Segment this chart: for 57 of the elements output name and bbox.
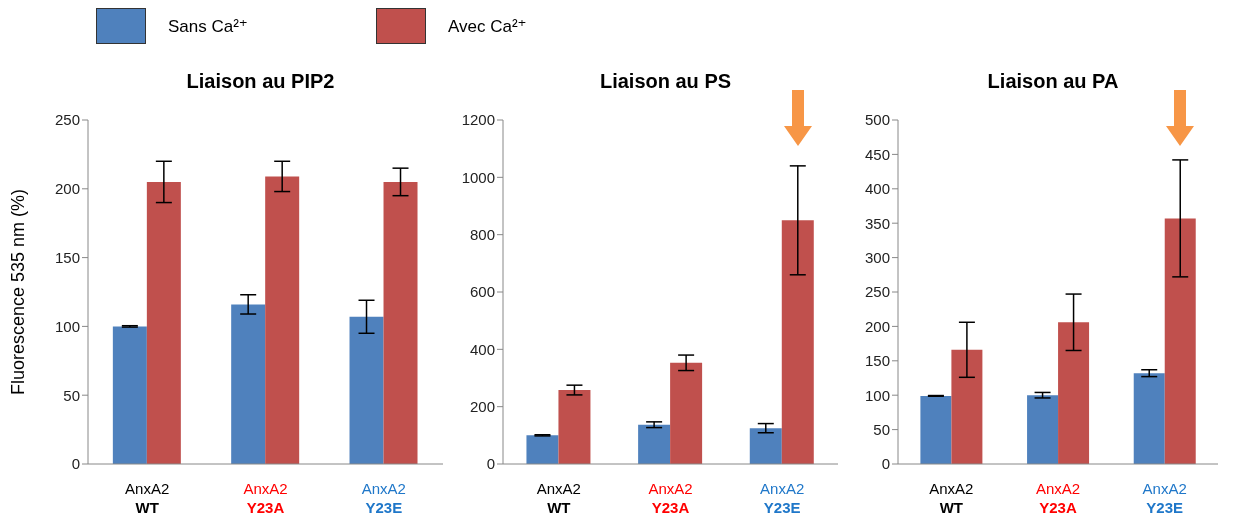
bar [349,316,384,464]
bar [558,390,591,464]
y-tick-label: 150 [54,248,80,266]
bar [920,395,952,464]
y-tick-label: 50 [873,420,890,438]
y-axis-title: Fluorescence 535 nm (%) [8,188,28,396]
y-tick-label: 0 [486,455,495,473]
bar [265,176,300,464]
legend-label: Sans Ca²⁺ [168,15,248,37]
y-tick-label: 100 [54,317,80,335]
bar [383,181,418,464]
chart-title: Liaison au PIP2 [185,70,336,94]
y-tick-label: 150 [864,352,890,370]
chart-title: Liaison au PA [986,70,1120,94]
y-tick-label: 100 [864,386,890,404]
y-tick-label: 200 [864,317,890,335]
bar [749,428,782,464]
y-tick-label: 1000 [461,168,495,186]
y-tick-label: 0 [71,455,80,473]
x-tick-label: AnxA2 Y23A [243,480,288,516]
x-tick-label: AnxA2 Y23A [648,480,693,516]
legend-label: Avec Ca²⁺ [448,15,527,37]
bar [1133,373,1165,464]
y-tick-label: 350 [864,214,890,232]
bar [951,349,983,464]
y-tick-label: 500 [864,111,890,129]
y-tick-label: 450 [864,145,890,163]
bar [526,435,559,464]
chart-title: Liaison au PS [598,70,733,94]
x-tick-label: AnxA2 Y23E [361,480,406,516]
bar [670,362,703,464]
x-tick-label: AnxA2 Y23E [760,480,805,516]
y-tick-label: 0 [881,455,890,473]
y-tick-label: 300 [864,248,890,266]
y-tick-label: 600 [469,283,495,301]
x-tick-label: AnxA2 WT [929,480,974,516]
y-tick-label: 1200 [461,111,495,129]
y-tick-label: 200 [469,397,495,415]
bar [1058,322,1090,464]
y-tick-label: 250 [864,283,890,301]
bar [638,424,671,464]
y-tick-label: 800 [469,225,495,243]
bar [1027,395,1059,464]
bar [112,326,147,464]
bar [231,304,266,464]
y-tick-label: 200 [54,180,80,198]
bar [146,181,181,464]
y-tick-label: 250 [54,111,80,129]
bar [781,220,814,464]
x-tick-label: AnxA2 WT [125,480,170,516]
y-tick-label: 400 [864,180,890,198]
y-tick-label: 400 [469,340,495,358]
y-tick-label: 50 [63,386,80,404]
x-tick-label: AnxA2 Y23A [1035,480,1081,516]
x-tick-label: AnxA2 Y23E [1142,480,1187,516]
x-tick-label: AnxA2 WT [536,480,581,516]
bar [1164,218,1196,464]
